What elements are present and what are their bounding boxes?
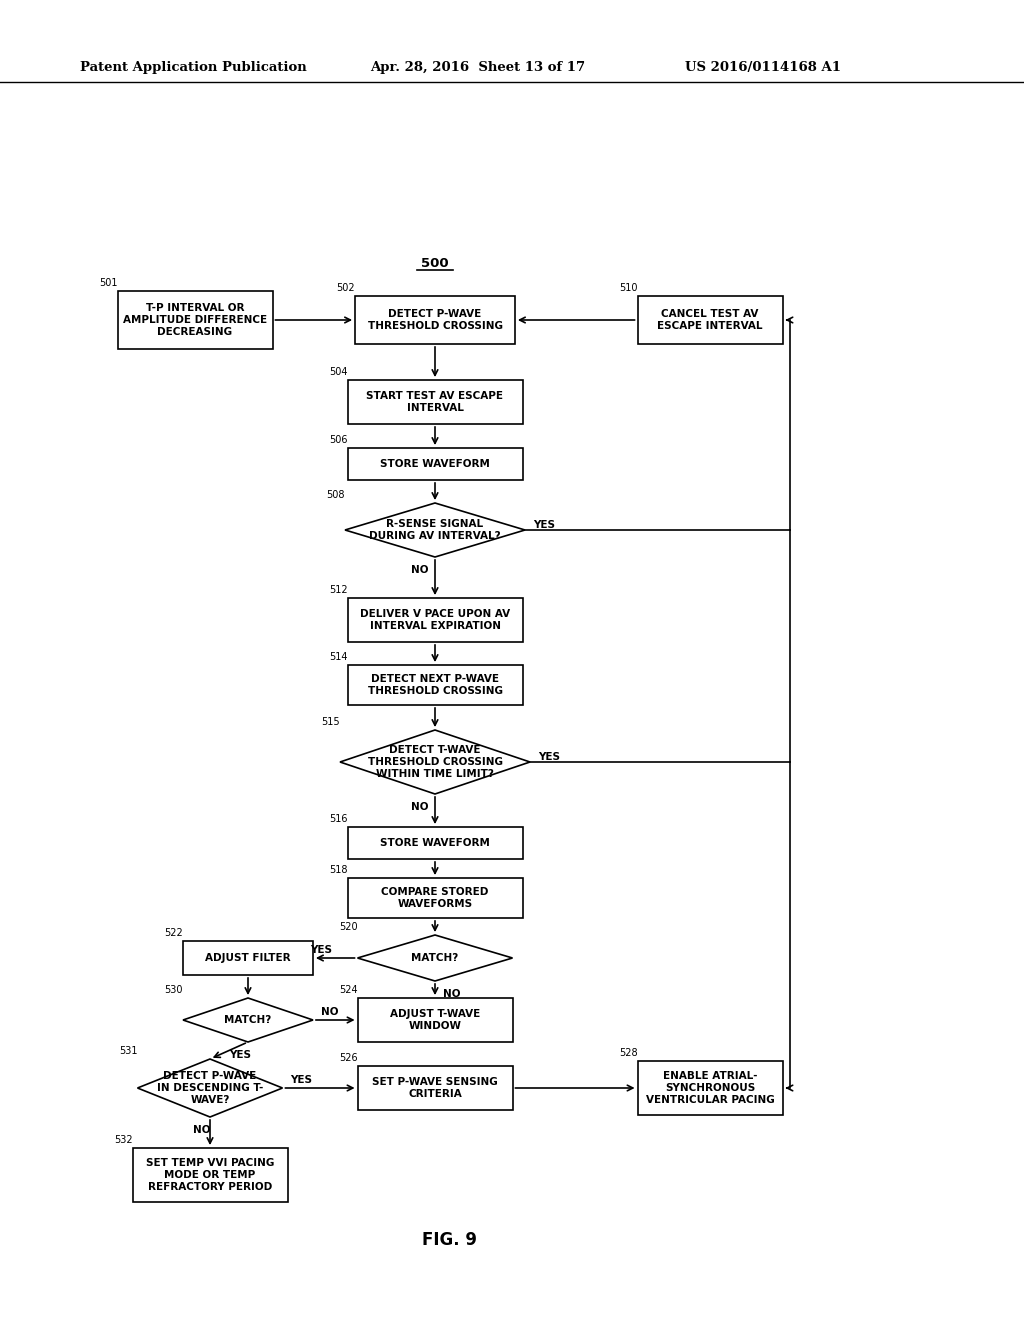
Text: 530: 530 xyxy=(165,985,183,995)
FancyBboxPatch shape xyxy=(347,878,522,917)
Text: CANCEL TEST AV
ESCAPE INTERVAL: CANCEL TEST AV ESCAPE INTERVAL xyxy=(657,309,763,331)
Text: 518: 518 xyxy=(329,865,347,875)
Text: 516: 516 xyxy=(329,814,347,824)
Text: 506: 506 xyxy=(329,436,347,445)
Text: 531: 531 xyxy=(119,1045,137,1056)
Text: US 2016/0114168 A1: US 2016/0114168 A1 xyxy=(685,62,841,74)
Text: YES: YES xyxy=(310,945,333,954)
Text: ADJUST FILTER: ADJUST FILTER xyxy=(205,953,291,964)
Text: STORE WAVEFORM: STORE WAVEFORM xyxy=(380,459,489,469)
FancyBboxPatch shape xyxy=(347,665,522,705)
FancyBboxPatch shape xyxy=(347,380,522,424)
FancyBboxPatch shape xyxy=(355,296,515,345)
FancyBboxPatch shape xyxy=(347,828,522,859)
Text: 512: 512 xyxy=(329,585,347,595)
Text: DETECT T-WAVE
THRESHOLD CROSSING
WITHIN TIME LIMIT?: DETECT T-WAVE THRESHOLD CROSSING WITHIN … xyxy=(368,744,503,779)
Text: SET TEMP VVI PACING
MODE OR TEMP
REFRACTORY PERIOD: SET TEMP VVI PACING MODE OR TEMP REFRACT… xyxy=(145,1158,274,1192)
Text: DETECT NEXT P-WAVE
THRESHOLD CROSSING: DETECT NEXT P-WAVE THRESHOLD CROSSING xyxy=(368,673,503,696)
Text: ADJUST T-WAVE
WINDOW: ADJUST T-WAVE WINDOW xyxy=(390,1008,480,1031)
Text: 514: 514 xyxy=(329,652,347,663)
Text: COMPARE STORED
WAVEFORMS: COMPARE STORED WAVEFORMS xyxy=(381,887,488,909)
Text: DELIVER V PACE UPON AV
INTERVAL EXPIRATION: DELIVER V PACE UPON AV INTERVAL EXPIRATI… xyxy=(360,609,510,631)
Text: YES: YES xyxy=(538,752,560,762)
Text: 528: 528 xyxy=(618,1048,638,1059)
Text: DETECT P-WAVE
THRESHOLD CROSSING: DETECT P-WAVE THRESHOLD CROSSING xyxy=(368,309,503,331)
Polygon shape xyxy=(340,730,530,795)
Text: START TEST AV ESCAPE
INTERVAL: START TEST AV ESCAPE INTERVAL xyxy=(367,391,504,413)
Text: YES: YES xyxy=(291,1074,312,1085)
FancyBboxPatch shape xyxy=(347,447,522,480)
FancyBboxPatch shape xyxy=(118,290,272,348)
Text: Patent Application Publication: Patent Application Publication xyxy=(80,62,307,74)
Text: 500: 500 xyxy=(421,257,449,271)
Text: 508: 508 xyxy=(327,490,345,500)
Text: FIG. 9: FIG. 9 xyxy=(423,1232,477,1249)
Text: 504: 504 xyxy=(329,367,347,378)
FancyBboxPatch shape xyxy=(183,941,313,975)
Text: 524: 524 xyxy=(339,985,357,995)
Text: NO: NO xyxy=(412,803,429,812)
Text: NO: NO xyxy=(443,989,461,999)
Polygon shape xyxy=(357,935,512,981)
Text: R-SENSE SIGNAL
DURING AV INTERVAL?: R-SENSE SIGNAL DURING AV INTERVAL? xyxy=(370,519,501,541)
Text: NO: NO xyxy=(321,1007,339,1016)
Text: 510: 510 xyxy=(618,282,638,293)
FancyBboxPatch shape xyxy=(638,296,782,345)
Text: NO: NO xyxy=(194,1125,211,1135)
Text: 526: 526 xyxy=(339,1053,357,1063)
Text: STORE WAVEFORM: STORE WAVEFORM xyxy=(380,838,489,847)
Text: 532: 532 xyxy=(114,1135,132,1144)
Text: T-P INTERVAL OR
AMPLITUDE DIFFERENCE
DECREASING: T-P INTERVAL OR AMPLITUDE DIFFERENCE DEC… xyxy=(123,302,267,338)
Text: YES: YES xyxy=(229,1049,251,1060)
Text: SET P-WAVE SENSING
CRITERIA: SET P-WAVE SENSING CRITERIA xyxy=(372,1077,498,1100)
Text: ENABLE ATRIAL-
SYNCHRONOUS
VENTRICULAR PACING: ENABLE ATRIAL- SYNCHRONOUS VENTRICULAR P… xyxy=(645,1071,774,1105)
Text: 501: 501 xyxy=(99,279,118,288)
Text: DETECT P-WAVE
IN DESCENDING T-
WAVE?: DETECT P-WAVE IN DESCENDING T- WAVE? xyxy=(157,1071,263,1105)
Text: 502: 502 xyxy=(336,282,355,293)
Text: NO: NO xyxy=(412,565,429,576)
Text: 515: 515 xyxy=(322,717,340,727)
FancyBboxPatch shape xyxy=(357,1067,512,1110)
Text: 520: 520 xyxy=(339,921,357,932)
Text: MATCH?: MATCH? xyxy=(412,953,459,964)
Text: YES: YES xyxy=(534,520,555,531)
FancyBboxPatch shape xyxy=(347,598,522,642)
FancyBboxPatch shape xyxy=(638,1061,782,1115)
FancyBboxPatch shape xyxy=(132,1148,288,1203)
Polygon shape xyxy=(183,998,313,1041)
FancyBboxPatch shape xyxy=(357,998,512,1041)
Polygon shape xyxy=(345,503,525,557)
Polygon shape xyxy=(137,1059,283,1117)
Text: 522: 522 xyxy=(164,928,183,939)
Text: MATCH?: MATCH? xyxy=(224,1015,271,1026)
Text: Apr. 28, 2016  Sheet 13 of 17: Apr. 28, 2016 Sheet 13 of 17 xyxy=(370,62,585,74)
